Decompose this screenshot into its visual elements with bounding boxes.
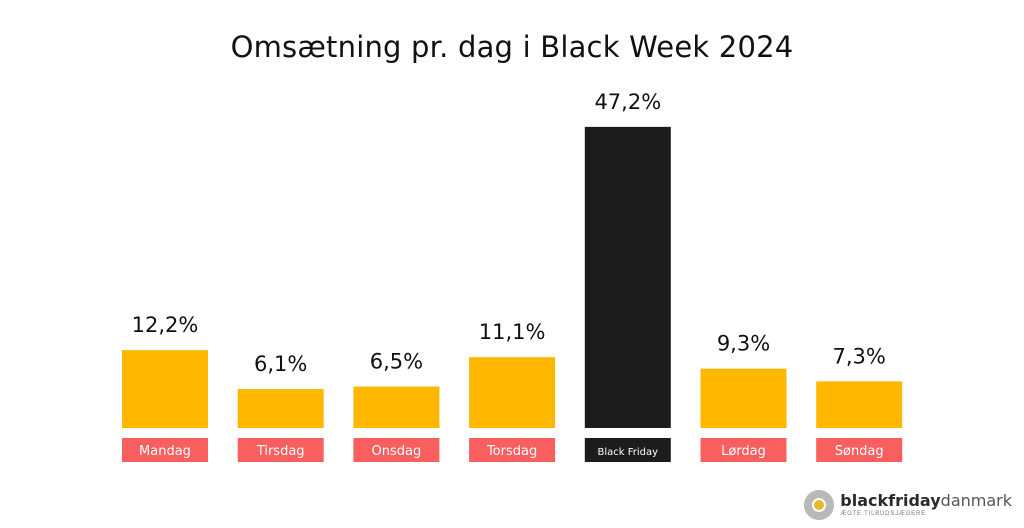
bar-4	[584, 126, 671, 428]
data-label-0: 12,2%	[132, 313, 199, 337]
bar-0	[122, 350, 208, 428]
bar-5	[700, 368, 787, 428]
category-box-6	[816, 438, 903, 462]
data-label-4: 47,2%	[594, 90, 661, 114]
logo-name: blackfridaydanmark	[840, 491, 1012, 510]
bar-3	[469, 357, 556, 428]
category-label-6: Søndag	[835, 444, 884, 459]
category-label-0: Mandag	[139, 444, 191, 459]
category-box-0	[122, 438, 208, 462]
data-label-3: 11,1%	[479, 320, 546, 344]
data-label-1: 6,1%	[254, 352, 307, 376]
category-label-4: Black Friday	[598, 447, 659, 458]
brand-logo: blackfridaydanmark ÆGTE TILBUDSJÆGERE	[804, 490, 1012, 520]
data-label-5: 9,3%	[717, 332, 770, 356]
category-box-2	[353, 438, 440, 462]
logo-tagline: ÆGTE TILBUDSJÆGERE	[840, 511, 926, 517]
data-label-2: 6,5%	[370, 350, 423, 374]
category-box-1	[237, 438, 324, 462]
category-label-5: Lørdag	[721, 444, 766, 459]
bar-1	[237, 389, 324, 428]
category-label-3: Torsdag	[486, 444, 537, 459]
category-box-3	[469, 438, 556, 462]
black-friday-tag-icon	[804, 490, 835, 520]
category-label-2: Onsdag	[372, 444, 422, 459]
category-box-5	[700, 438, 787, 462]
category-box-4	[584, 438, 671, 462]
bar-6	[816, 381, 903, 428]
chart-title: Omsætning pr. dag i Black Week 2024	[230, 30, 794, 64]
category-label-1: Tirsdag	[256, 444, 305, 459]
bar-2	[353, 386, 440, 428]
data-label-6: 7,3%	[833, 344, 886, 368]
